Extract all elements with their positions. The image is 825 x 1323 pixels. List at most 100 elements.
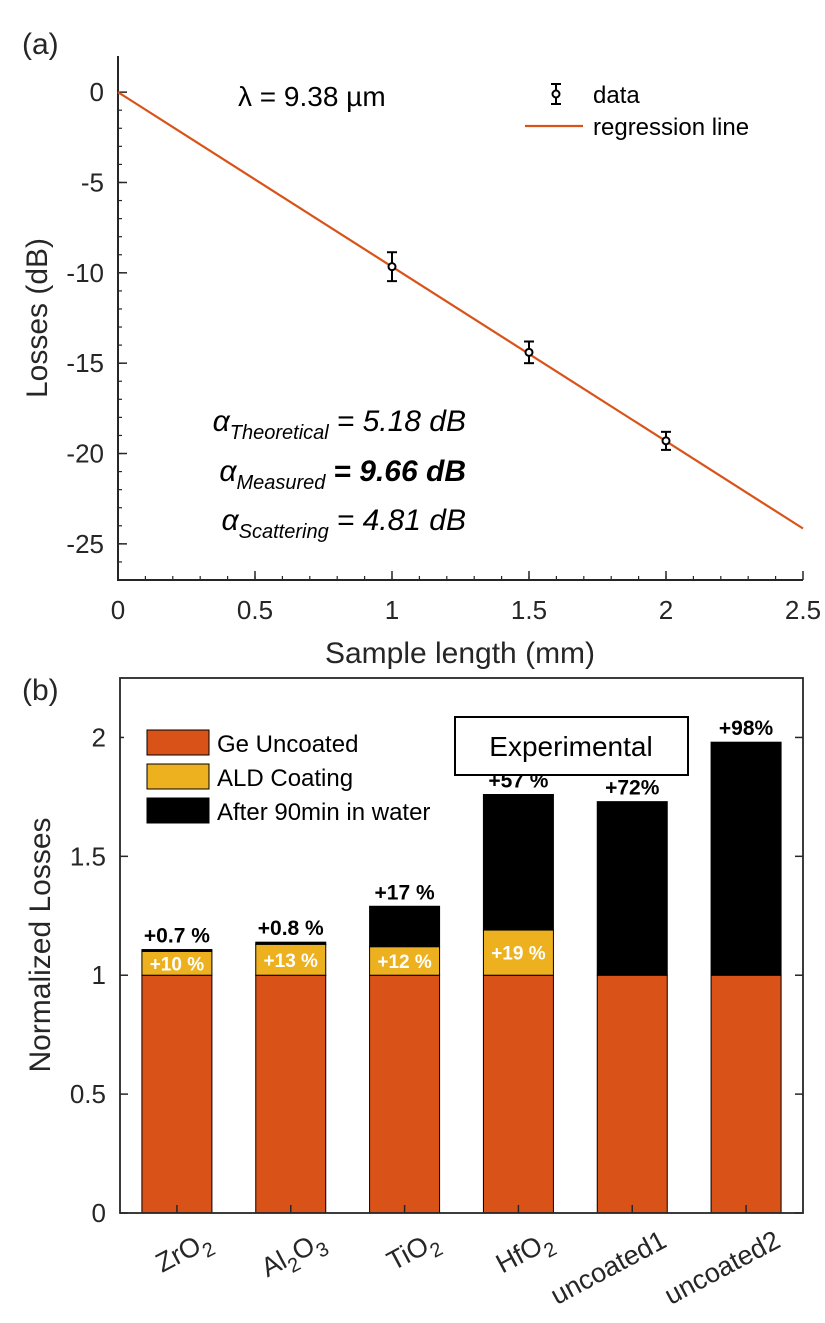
- bar-ge-uncoated: [710, 974, 782, 1214]
- panel-b-label: (b): [22, 674, 59, 707]
- coating-percent-label: +13 %: [264, 951, 319, 972]
- x-tick-label: 2: [659, 595, 673, 625]
- data-point: [387, 251, 397, 283]
- water-percent-label: +98%: [719, 717, 774, 740]
- water-percent-label: +0.8 %: [258, 917, 324, 940]
- water-percent-label: +17 %: [375, 881, 435, 904]
- data-point: [524, 340, 534, 365]
- regression-line: [117, 91, 804, 530]
- bar-water: [710, 741, 782, 976]
- wavelength-annotation: λ = 9.38 µm: [238, 81, 386, 112]
- coating-percent-label: +10 %: [150, 954, 205, 975]
- y-tick-label: -25: [66, 529, 104, 559]
- chart-b-frame: [119, 677, 804, 1214]
- alpha-measured-value: = 9.66 dB: [333, 455, 466, 488]
- y-tick-label: 0: [92, 1198, 106, 1228]
- legend-data-marker-icon: [551, 83, 561, 105]
- category-label: uncoated1: [546, 1225, 671, 1311]
- category-label: TiO2: [382, 1225, 447, 1283]
- experimental-label: Experimental: [489, 731, 652, 762]
- data-marker: [661, 436, 671, 446]
- legend-ge-uncoated-label: Ge Uncoated: [217, 731, 358, 758]
- data-points: [387, 251, 671, 451]
- chart-b-legend: Ge Uncoated ALD Coating After 90min in w…: [124, 682, 480, 830]
- legend-data-label: data: [593, 82, 640, 109]
- experimental-box: [454, 716, 689, 776]
- chart-a-xlabel: Sample length (mm): [325, 637, 595, 670]
- coating-percent-label: +19 %: [491, 944, 546, 965]
- alpha-measured-sub: Measured: [236, 472, 326, 494]
- category-sub: 2: [540, 1238, 560, 1263]
- alpha-annotations: αTheoretical = 5.18 dB αMeasured = 9.66 dB…: [213, 405, 466, 543]
- category-base: uncoated2: [659, 1225, 784, 1311]
- legend-ald-coating-swatch: [146, 763, 210, 790]
- x-tick-label: 0.5: [237, 595, 273, 625]
- legend-water-label: After 90min in water: [217, 799, 430, 826]
- data-point: [661, 430, 671, 451]
- bar-ge-uncoated: [141, 974, 213, 1214]
- x-tick-label: 2.5: [785, 595, 821, 625]
- alpha-symbol: α: [222, 504, 240, 537]
- bar-ge-uncoated: [255, 974, 327, 1214]
- bar-water: [482, 794, 554, 931]
- category-sub: 2: [199, 1238, 219, 1263]
- x-tick-label: 1: [385, 595, 399, 625]
- y-tick-label: 1.5: [70, 841, 106, 871]
- category-base: HfO: [491, 1230, 547, 1279]
- x-tick-label: 1.5: [511, 595, 547, 625]
- x-tick-label: 0: [111, 595, 125, 625]
- category-base: TiO: [382, 1230, 434, 1276]
- chart-b-ticks: 0 0.5 1 1.5 2: [70, 722, 803, 1228]
- legend-ge-uncoated-swatch: [146, 729, 210, 756]
- chart-a-legend: data regression line: [525, 82, 749, 141]
- legend-ald-coating-label: ALD Coating: [217, 765, 353, 792]
- y-tick-label: 0: [90, 77, 104, 107]
- bar-percent-labels: +10 %+0.7 %+13 %+0.8 %+12 %+17 %+19 %+57…: [144, 717, 774, 975]
- category-label: ZrO2: [151, 1225, 219, 1285]
- legend-water-swatch: [146, 797, 210, 824]
- category-sub: 2: [427, 1238, 447, 1263]
- stacked-bars: [141, 741, 782, 1214]
- data-marker: [387, 262, 397, 272]
- chart-b-ylabel: Normalized Losses: [24, 817, 57, 1072]
- legend-regression-label: regression line: [593, 114, 749, 141]
- bar-water: [141, 949, 213, 952]
- category-base: ZrO: [151, 1230, 206, 1278]
- alpha-theoretical: αTheoretical = 5.18 dB: [213, 405, 466, 444]
- y-tick-label: 2: [92, 722, 106, 752]
- water-percent-label: +72%: [605, 777, 660, 800]
- category-base: uncoated1: [546, 1225, 671, 1311]
- category-label: Al2O3: [256, 1225, 333, 1289]
- alpha-scattering-sub: Scattering: [239, 521, 329, 543]
- alpha-symbol: α: [213, 405, 231, 438]
- chart-a: 0 0.5 1 1.5 2 2.50-5-10-15-20-25 λ = 9.38 µm …: [21, 56, 821, 670]
- chart-b: 0 0.5 1 1.5 2 +10 % +0.7 % +13 % +0.8 % +12 % +17…: [24, 677, 804, 1311]
- alpha-scattering-value: = 4.81 dB: [337, 504, 466, 537]
- alpha-scattering: αScattering = 4.81 dB: [222, 504, 466, 543]
- y-tick-label: 0.5: [70, 1079, 106, 1109]
- data-marker: [524, 347, 534, 357]
- bar-ald-coating: [482, 929, 554, 976]
- category-label: HfO2: [491, 1225, 561, 1285]
- alpha-symbol: α: [219, 455, 237, 488]
- panel-a-label: (a): [22, 28, 59, 61]
- chart-a-ticks: 0 0.5 1 1.5 2 2.5 0 -5 -10 -15 -20 -25: [66, 77, 821, 625]
- y-tick-label: -5: [81, 167, 104, 197]
- alpha-theoretical-value: = 5.18 dB: [337, 405, 466, 438]
- chart-a-ylabel: Losses (dB): [21, 238, 54, 398]
- bar-water: [255, 941, 327, 945]
- category-base: Al: [256, 1245, 291, 1283]
- water-percent-label: +0.7 %: [144, 925, 210, 948]
- bar-water: [596, 801, 668, 976]
- bar-ge-uncoated: [369, 974, 441, 1214]
- y-tick-label: -20: [66, 439, 104, 469]
- bar-water: [369, 905, 441, 948]
- bar-ge-uncoated: [482, 974, 554, 1214]
- bar-ge-uncoated: [596, 974, 668, 1214]
- category-tail-sub: 3: [313, 1238, 333, 1263]
- alpha-measured: αMeasured = 9.66 dB: [219, 455, 466, 494]
- chart-a-axes: [117, 56, 803, 581]
- category-label: uncoated2: [659, 1225, 784, 1311]
